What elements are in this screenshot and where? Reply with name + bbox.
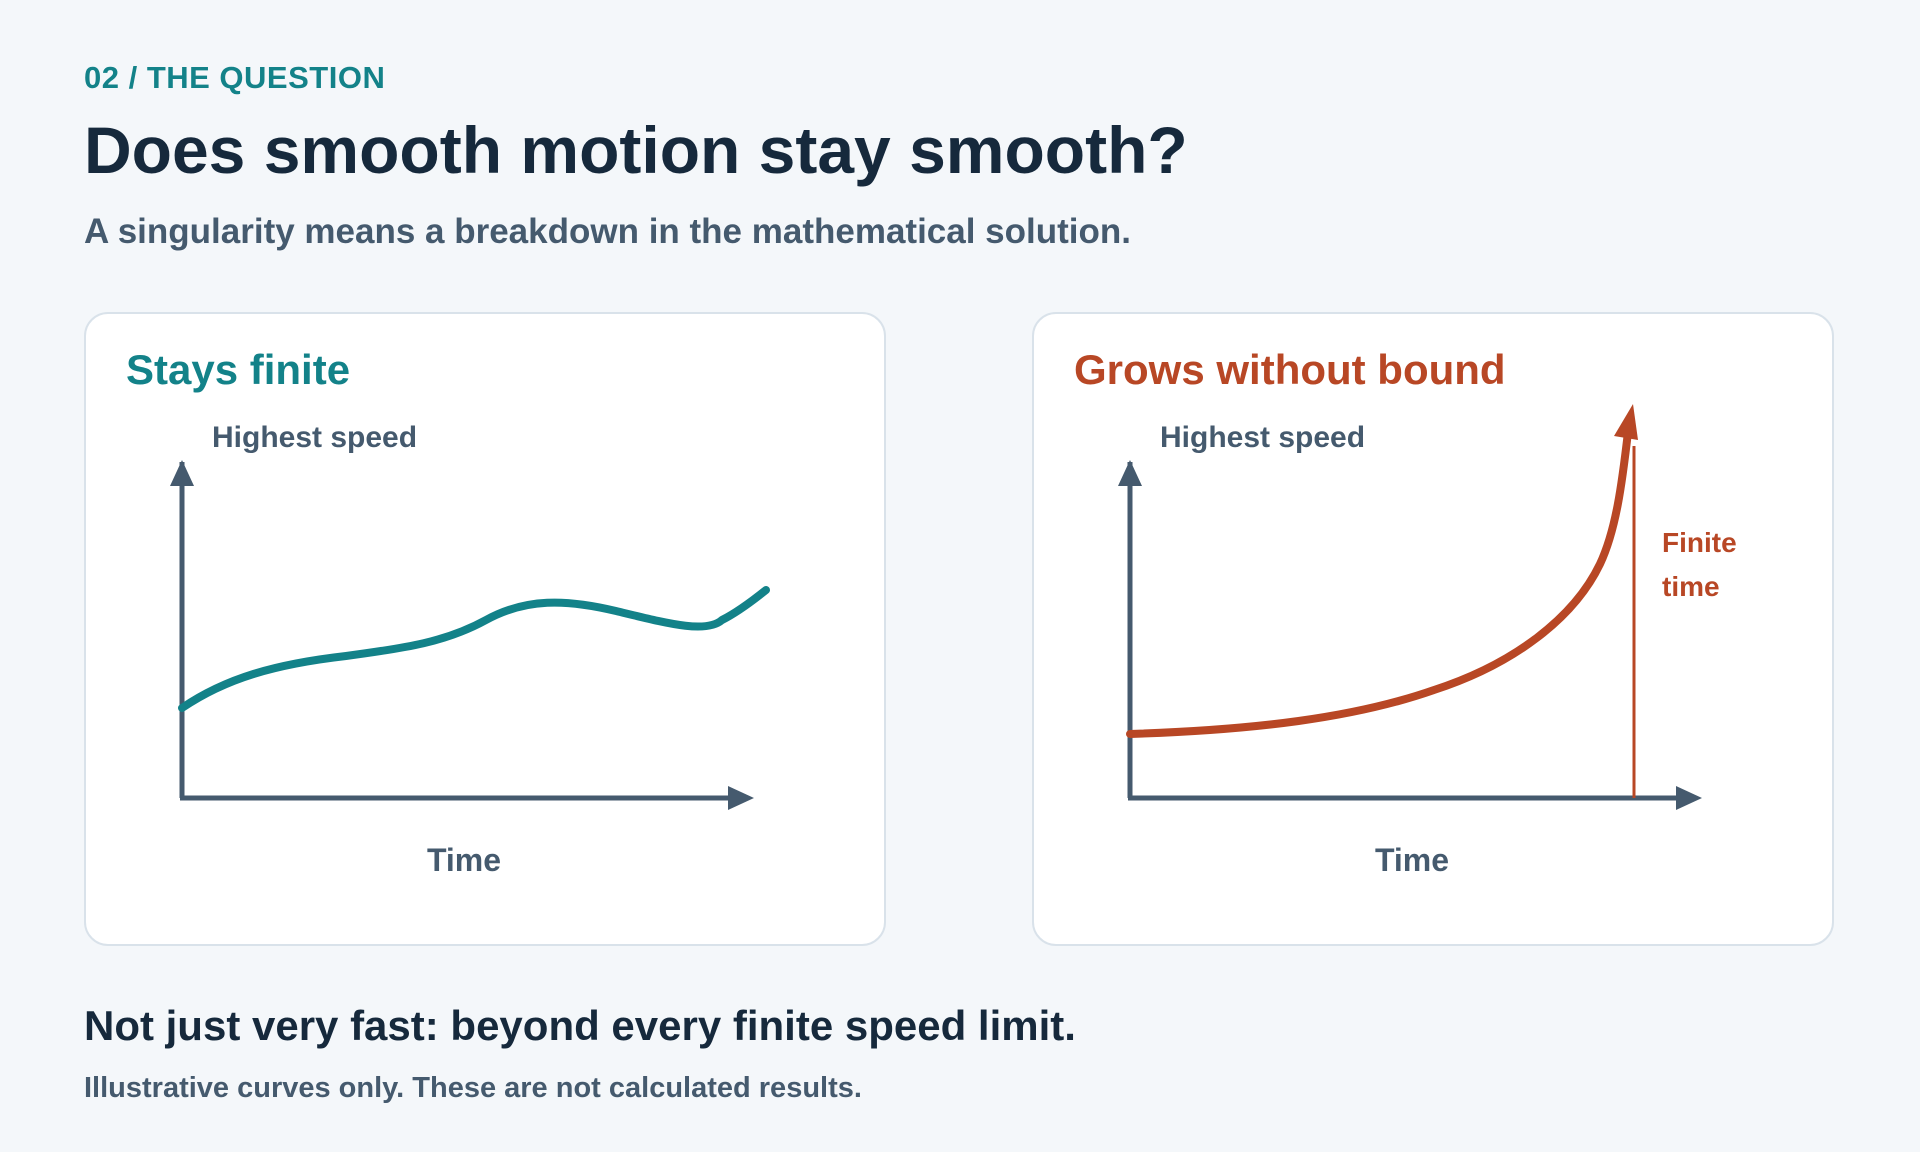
page-title: Does smooth motion stay smooth? [84, 113, 1188, 187]
footer-statement: Not just very fast: beyond every finite … [84, 1002, 1076, 1049]
blowup-speed-curve [1126, 428, 1632, 738]
finite-time-label-line2: time [1662, 571, 1720, 602]
x-axis-label: Time [1375, 842, 1449, 878]
finite-panel: Stays finite Highest speed Time [84, 312, 886, 946]
footer-note: Illustrative curves only. These are not … [84, 1072, 862, 1104]
blowup-panel-title: Grows without bound [1074, 346, 1506, 393]
finite-panel-title: Stays finite [126, 346, 351, 393]
finite-speed-curve [178, 586, 770, 712]
finite-time-label-line1: Finite [1662, 527, 1737, 558]
y-axis-label: Highest speed [212, 421, 417, 454]
page-subtitle: A singularity means a breakdown in the m… [84, 212, 1131, 251]
y-axis-arrowhead [1118, 460, 1142, 486]
finite-diagram: Highest speed Time [170, 421, 770, 878]
blowup-diagram: Highest speed Time Finite time [1118, 404, 1737, 878]
x-axis-arrowhead [1676, 786, 1702, 810]
blowup-curve-arrowhead [1614, 404, 1638, 440]
y-axis-label: Highest speed [1160, 421, 1365, 454]
x-axis-label: Time [427, 842, 501, 878]
blowup-panel: Grows without bound Highest speed Time F… [1032, 312, 1834, 946]
x-axis-arrowhead [728, 786, 754, 810]
y-axis-arrowhead [170, 460, 194, 486]
eyebrow-label: 02 / THE QUESTION [84, 60, 386, 95]
